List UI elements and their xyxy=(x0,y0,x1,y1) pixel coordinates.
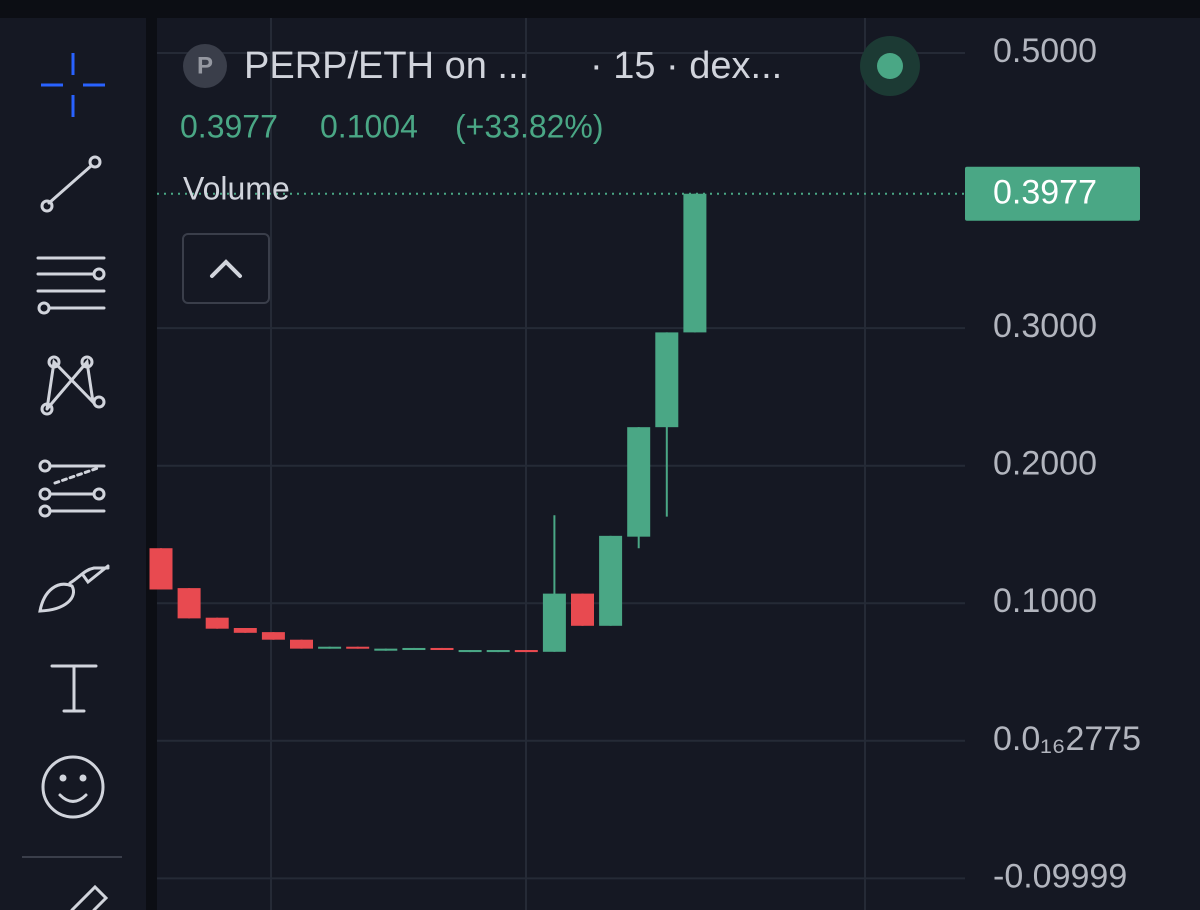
candle-body xyxy=(318,646,342,649)
candle-body xyxy=(571,593,594,626)
chart-pane xyxy=(157,18,1200,910)
volume-label[interactable]: Volume xyxy=(183,170,290,206)
symbol-name[interactable]: PERP/ETH on ... xyxy=(244,45,529,87)
crosshair-tool[interactable] xyxy=(41,53,105,117)
text-tool[interactable] xyxy=(50,664,98,713)
candle-body xyxy=(599,535,623,626)
y-tick-label: 0.2000 xyxy=(993,445,1097,483)
candle-body xyxy=(627,427,651,537)
candle-body xyxy=(149,548,173,590)
candle-body xyxy=(290,639,313,649)
price-label: 0.3977 xyxy=(993,174,1097,212)
y-tick-label: -0.09999 xyxy=(993,857,1127,895)
fib-tool[interactable] xyxy=(38,459,106,518)
logo-letter: P xyxy=(197,52,213,79)
collapse-button[interactable] xyxy=(182,233,270,304)
interval[interactable]: · 15 · dex... xyxy=(590,45,782,87)
emoji-tool[interactable] xyxy=(41,755,105,819)
y-tick-label: 0.3000 xyxy=(993,307,1097,345)
horizontal-lines-tool[interactable] xyxy=(36,256,106,315)
candle-body xyxy=(346,646,370,649)
last-price: 0.3977 xyxy=(180,108,278,144)
candle-body xyxy=(486,650,510,653)
price-change: 0.1004 xyxy=(320,108,418,144)
candle-body xyxy=(261,632,285,640)
candle-body xyxy=(374,648,398,651)
brush-tool[interactable] xyxy=(38,564,110,613)
pattern-tool[interactable] xyxy=(40,355,106,416)
y-tick-label: 0.0₁₆2775 xyxy=(993,720,1141,758)
collapse-icon xyxy=(210,259,242,278)
candle-body xyxy=(458,650,482,653)
price-change-pct: (+33.82%) xyxy=(455,108,604,144)
symbol-logo xyxy=(183,44,227,88)
candle-body xyxy=(177,588,201,619)
status-dot xyxy=(877,53,903,79)
candle-body xyxy=(683,193,707,333)
ruler-tool[interactable] xyxy=(70,884,109,910)
vertical-grid xyxy=(270,18,866,910)
y-tick-label: 0.5000 xyxy=(993,32,1097,70)
candle-body xyxy=(430,647,454,651)
candle-body xyxy=(542,593,566,652)
candle-body xyxy=(514,650,538,653)
candle-body xyxy=(233,628,257,633)
candle-body xyxy=(655,332,679,428)
trend-line-tool[interactable] xyxy=(40,155,102,213)
candle-body xyxy=(402,647,426,651)
toolbar xyxy=(0,18,146,910)
y-tick-label: 0.1000 xyxy=(993,582,1097,620)
price-label-bg xyxy=(965,166,1140,221)
candle-body xyxy=(205,617,229,629)
